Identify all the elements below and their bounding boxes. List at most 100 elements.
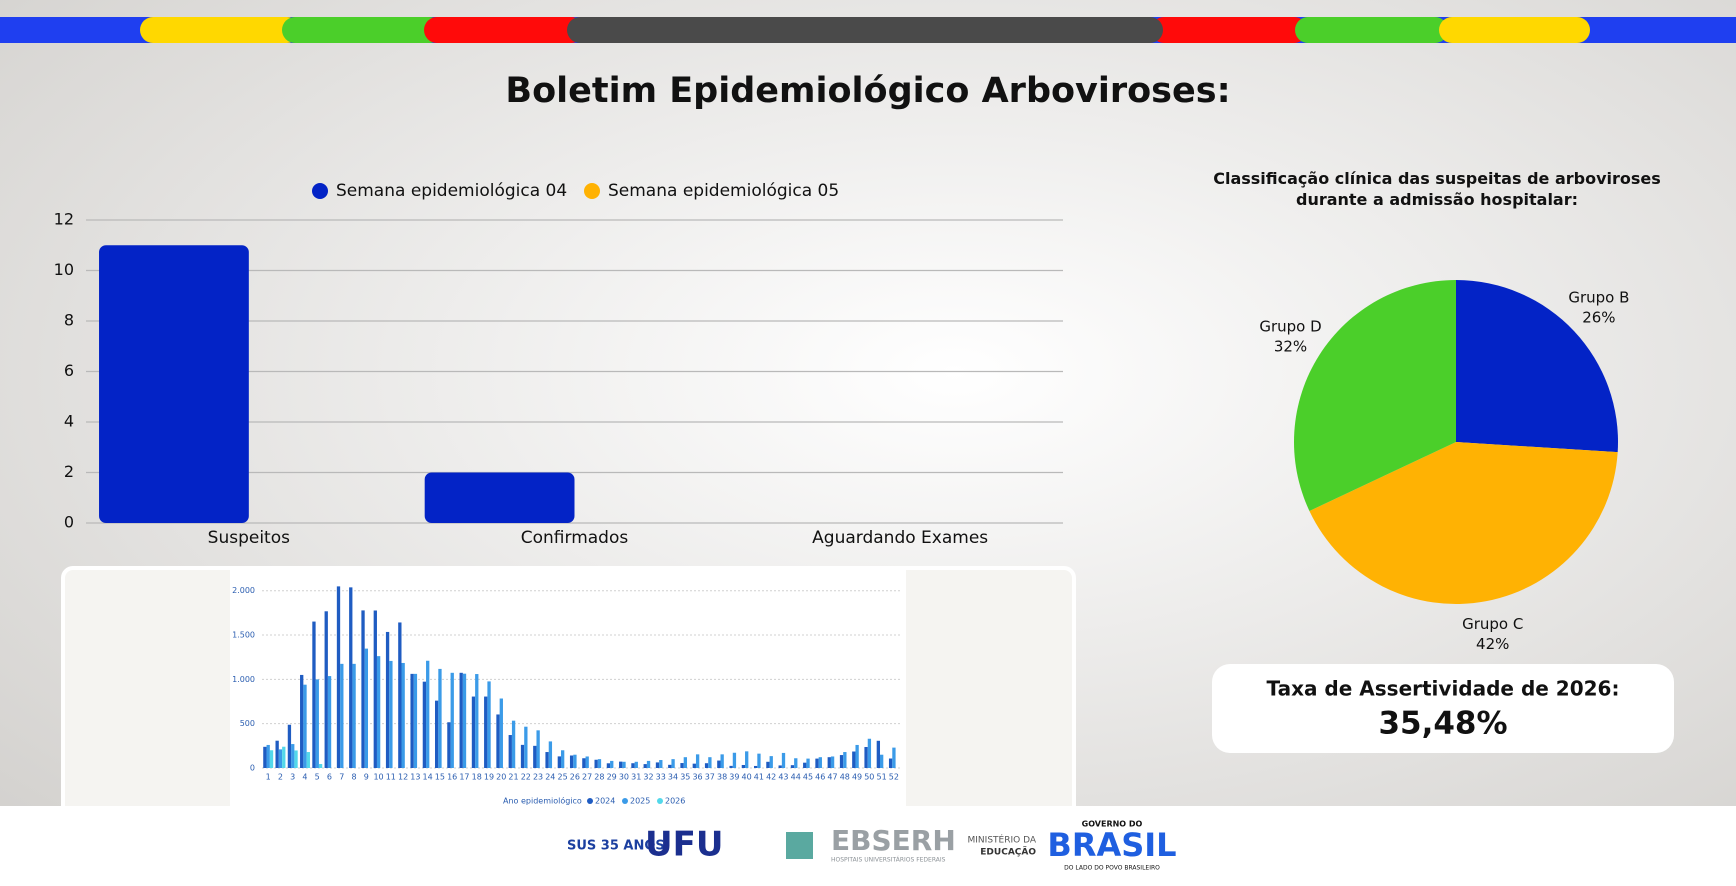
- bar: [880, 754, 884, 768]
- bar: [422, 681, 427, 768]
- bar: [349, 587, 353, 768]
- x-tick-label: 42: [766, 773, 776, 782]
- bar: [867, 738, 872, 768]
- bar: [619, 761, 623, 768]
- bar: [643, 764, 647, 768]
- bar: [291, 744, 295, 768]
- bar: [426, 660, 430, 768]
- y-tick-label: 0: [250, 764, 255, 773]
- bar: [300, 674, 304, 768]
- bar: [364, 648, 369, 768]
- x-tick-label: 32: [643, 773, 653, 782]
- bar: [361, 610, 365, 768]
- logo-hc: [786, 832, 813, 859]
- legend-label: 2026: [665, 797, 685, 806]
- x-tick-label: 29: [607, 773, 617, 782]
- bar: [424, 472, 575, 523]
- legend-swatch: [312, 183, 328, 199]
- x-tick-label: 1: [266, 773, 271, 782]
- x-tick-label: 10: [373, 773, 383, 782]
- pie-slice: [1456, 280, 1618, 453]
- logo-brasil: BRASIL: [1047, 826, 1176, 864]
- x-tick-label: 43: [778, 773, 788, 782]
- bar: [720, 754, 724, 768]
- bar: [704, 763, 709, 768]
- x-tick-label: 40: [742, 773, 752, 782]
- bar: [282, 746, 286, 768]
- legend-label: 2024: [595, 797, 615, 806]
- logo-ebserh-sub: HOSPITAIS UNIVERSITÁRIOS FEDERAIS: [831, 857, 946, 864]
- x-tick-label: 24: [545, 773, 555, 782]
- y-tick-label: 8: [64, 311, 74, 330]
- bar: [376, 656, 381, 768]
- bar: [524, 726, 528, 768]
- pie-label: Grupo D: [1259, 317, 1321, 335]
- x-tick-label: 11: [386, 773, 396, 782]
- bar: [794, 758, 798, 768]
- bar: [312, 621, 316, 768]
- x-tick-label: 44: [791, 773, 801, 782]
- legend-swatch: [584, 183, 600, 199]
- legend-label: 2025: [630, 797, 650, 806]
- x-tick-label: 34: [668, 773, 678, 782]
- bar: [496, 714, 500, 768]
- bar: [99, 245, 249, 523]
- logo-ufu: UFU: [645, 825, 723, 865]
- rate-label: Taxa de Assertividade de 2026:: [1267, 677, 1620, 701]
- x-tick-label: 27: [582, 773, 592, 782]
- x-tick-label: 37: [705, 773, 715, 782]
- footer: [0, 806, 1736, 886]
- bar: [631, 763, 635, 768]
- bar: [294, 750, 298, 768]
- x-tick-label: 38: [717, 773, 727, 782]
- page-title: Boletim Epidemiológico Arboviroses:: [505, 71, 1230, 111]
- bar: [569, 755, 574, 768]
- x-tick-label: 18: [472, 773, 482, 782]
- bar: [508, 735, 512, 768]
- bar: [864, 746, 868, 768]
- bar: [815, 758, 819, 768]
- bar: [769, 756, 773, 768]
- x-tick-label: 33: [656, 773, 666, 782]
- bar: [659, 760, 663, 768]
- bar: [594, 759, 598, 768]
- bar: [852, 751, 856, 768]
- bar: [385, 631, 390, 768]
- bar: [606, 763, 611, 768]
- bar: [536, 730, 540, 768]
- x-tick-label: 35: [680, 773, 690, 782]
- bar: [373, 610, 377, 768]
- x-tick-label: 31: [631, 773, 641, 782]
- bar: [634, 761, 638, 768]
- x-tick-label: 15: [435, 773, 445, 782]
- bar: [729, 765, 733, 768]
- bar: [401, 662, 405, 768]
- bar: [830, 756, 835, 768]
- x-tick-label: 25: [558, 773, 568, 782]
- bar: [717, 760, 721, 768]
- bar: [484, 696, 488, 768]
- bar: [757, 753, 761, 768]
- bar: [447, 722, 451, 768]
- bar: [695, 754, 700, 768]
- legend-swatch: [622, 798, 628, 804]
- logo-gov: GOVERNO DO: [1082, 820, 1143, 829]
- bar: [778, 765, 782, 768]
- bar: [487, 681, 491, 768]
- bar: [438, 668, 442, 768]
- bar: [410, 673, 414, 768]
- bar: [450, 672, 454, 768]
- x-tick-label: 20: [496, 773, 506, 782]
- x-tick-label: 16: [447, 773, 457, 782]
- x-tick-label: 6: [327, 773, 332, 782]
- y-tick-label: 500: [240, 719, 255, 728]
- bar: [434, 700, 439, 768]
- bar: [352, 663, 356, 768]
- bar: [462, 673, 467, 768]
- y-tick-label: 2.000: [232, 586, 255, 595]
- logo-mec: MINISTÉRIO DA: [968, 834, 1037, 846]
- bar: [655, 762, 660, 768]
- bar: [876, 740, 881, 768]
- bar: [585, 756, 589, 768]
